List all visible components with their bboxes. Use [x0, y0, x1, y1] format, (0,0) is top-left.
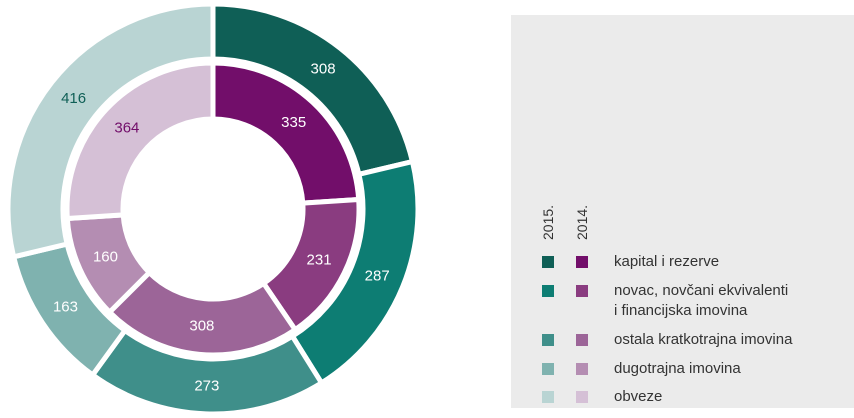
donut-segment	[5, 1, 216, 260]
legend-swatch	[542, 256, 554, 268]
legend-series-label: 2015.	[540, 204, 556, 240]
legend-item: ostala kratkotrajna imovina	[542, 331, 792, 350]
legend-label: obveze	[614, 388, 663, 405]
data-label: 163	[53, 299, 78, 316]
data-label: 308	[311, 61, 336, 78]
legend-item: kapital i rezerve	[542, 253, 719, 272]
legend-swatch	[576, 334, 588, 346]
data-label: 160	[93, 249, 118, 266]
data-label: 231	[307, 252, 332, 269]
legend-swatch	[576, 285, 588, 297]
legend-swatch	[542, 363, 554, 375]
legend-swatch	[576, 391, 588, 403]
data-label: 335	[281, 114, 306, 131]
legend-item: obveze	[542, 388, 662, 407]
donut-segment	[64, 60, 216, 222]
data-label: 308	[189, 317, 214, 334]
legend-label: dugotrajna imovina	[614, 360, 741, 377]
legend-swatch	[542, 334, 554, 346]
data-label: 416	[61, 90, 86, 107]
donut-segment	[106, 269, 299, 358]
data-label: 273	[194, 377, 219, 394]
legend-label: kapital i rezerve	[614, 253, 720, 270]
legend-swatch	[576, 363, 588, 375]
legend-item: dugotrajna imovina	[542, 360, 741, 379]
legend-item: novac, novčani ekvivalenti i financijska…	[542, 282, 788, 321]
data-label: 287	[365, 267, 390, 284]
legend: 2015. 2014. kapital i rezerve novac, novčan…	[511, 15, 854, 408]
legend-label: novac, novčani ekvivalenti i financijska…	[614, 282, 789, 319]
data-label: 364	[114, 119, 139, 136]
legend-series-label: 2014.	[574, 204, 590, 240]
legend-label: ostala kratkotrajna imovina	[614, 331, 793, 348]
legend-swatch	[542, 391, 554, 403]
legend-swatch	[542, 285, 554, 297]
legend-swatch	[576, 256, 588, 268]
chart: 308 287 273 163 416 335 231 308 160 364	[5, 1, 418, 414]
